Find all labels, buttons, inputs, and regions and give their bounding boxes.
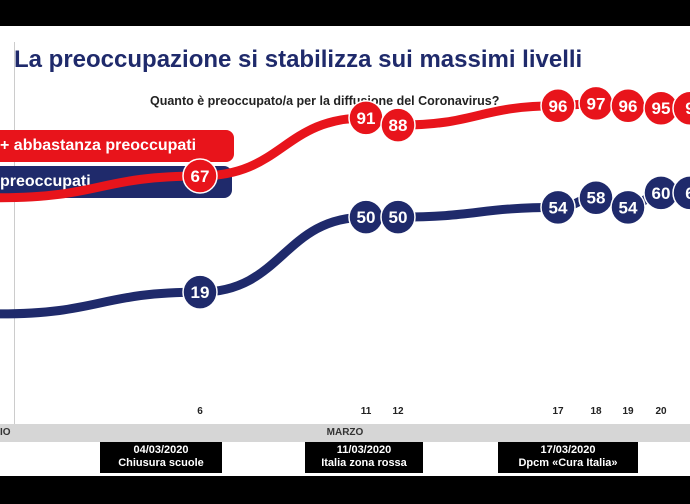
data-point-0-7: 9 [672, 90, 690, 126]
chart-subtitle: Quanto è preoccupato/a per la diffusione… [150, 94, 500, 108]
data-point-1-4: 58 [578, 179, 614, 216]
data-label-1-0: 19 [191, 283, 210, 302]
x-tick-label-6: 20 [655, 406, 667, 417]
legend-red: + abbastanza preoccupati [0, 130, 234, 162]
data-marker-0-7 [672, 90, 690, 126]
x-tick-label-4: 18 [590, 406, 602, 417]
data-point-1-1: 50 [348, 199, 384, 235]
data-marker-1-4 [578, 179, 614, 216]
data-label-1-1: 50 [357, 208, 376, 227]
event-3: 17/03/2020 Dpcm «Cura Italia» [498, 442, 638, 473]
event-2-label: Italia zona rossa [321, 457, 407, 469]
event-2-date: 11/03/2020 [336, 444, 392, 456]
data-point-0-3: 96 [540, 88, 576, 124]
x-axis-left-stub: IO [0, 427, 11, 438]
line-chart: 6791889697969591950505458546066111217181… [0, 85, 690, 417]
data-point-1-0: 19 [182, 274, 218, 310]
data-label-0-0: 67 [191, 167, 210, 186]
data-point-1-6: 60 [643, 175, 679, 211]
data-point-0-6: 95 [643, 90, 679, 126]
event-1-label: Chiusura scuole [118, 457, 204, 469]
data-point-1-2: 50 [380, 199, 416, 235]
data-marker-0-3 [540, 88, 576, 124]
x-axis-band [0, 424, 690, 442]
event-2: 11/03/2020 Italia zona rossa [305, 442, 423, 473]
event-3-date: 17/03/2020 [540, 444, 596, 456]
data-marker-1-3 [540, 189, 576, 226]
data-point-1-7: 6 [672, 175, 690, 211]
x-tick-label-1: 11 [361, 406, 372, 417]
data-label-0-2: 88 [389, 116, 408, 135]
x-axis-month-label: MARZO [326, 427, 364, 438]
data-marker-1-7 [672, 175, 690, 211]
event-1-date: 04/03/2020 [133, 444, 189, 456]
data-point-1-3: 54 [540, 189, 576, 226]
data-label-0-3: 96 [549, 97, 568, 116]
x-tick-label-5: 19 [622, 406, 634, 417]
data-label-1-2: 50 [389, 208, 408, 227]
event-3-label: Dpcm «Cura Italia» [518, 457, 618, 469]
x-tick-label-2: 12 [392, 406, 404, 417]
data-point-0-1: 91 [348, 100, 384, 136]
x-tick-label-0: 6 [197, 406, 203, 417]
chart-title: La preoccupazione si stabilizza sui mass… [14, 46, 583, 73]
data-marker-1-0 [182, 274, 218, 310]
left-border [14, 42, 15, 424]
x-tick-label-3: 17 [552, 406, 564, 417]
chart-frame: La preoccupazione si stabilizza sui mass… [0, 26, 690, 476]
data-label-1-4: 58 [587, 189, 606, 208]
event-1: 04/03/2020 Chiusura scuole [100, 442, 222, 473]
data-label-1-5: 54 [619, 198, 638, 217]
data-marker-1-2 [380, 199, 416, 235]
data-marker-1-5 [610, 189, 646, 226]
data-marker-0-0 [182, 158, 218, 194]
data-point-0-0: 67 [182, 158, 218, 194]
data-point-0-4: 97 [578, 85, 614, 122]
data-label-1-3: 54 [549, 198, 568, 217]
legend-navy-label: preoccupati [0, 173, 91, 190]
data-label-1-7: 6 [685, 184, 690, 203]
data-label-0-5: 96 [619, 97, 638, 116]
legend-red-label: + abbastanza preoccupati [0, 137, 197, 154]
data-point-0-5: 96 [610, 88, 646, 124]
data-label-0-7: 9 [685, 99, 690, 118]
data-point-1-5: 54 [610, 189, 646, 226]
data-label-1-6: 60 [652, 184, 671, 203]
data-label-0-1: 91 [357, 109, 376, 128]
data-label-0-4: 97 [587, 94, 606, 113]
data-point-0-2: 88 [380, 107, 416, 143]
data-label-0-6: 95 [652, 99, 671, 118]
data-marker-0-2 [380, 107, 416, 143]
